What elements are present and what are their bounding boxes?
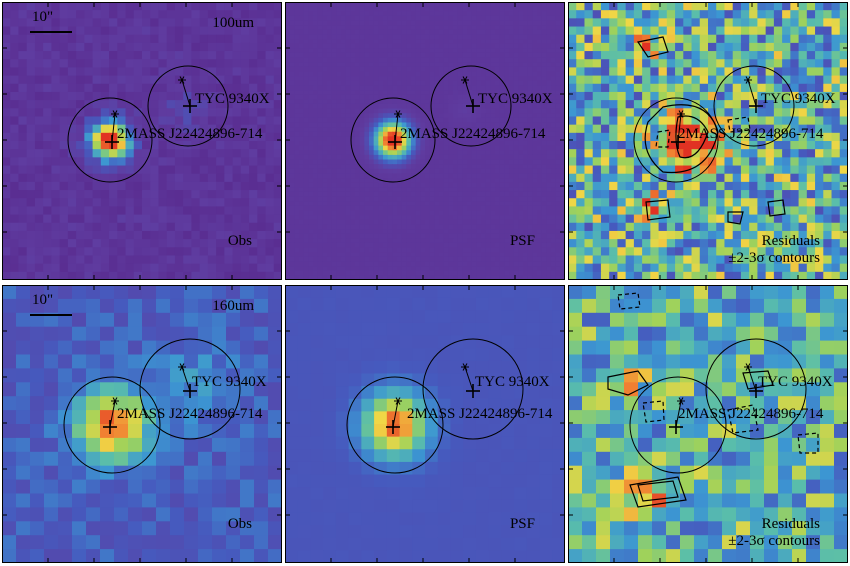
panel-label: Obs — [227, 233, 252, 249]
panel-160um-psf: PSF TYC 9340X 2MASS J22424896-714 — [285, 285, 565, 563]
source-label-secondary: TYC 9340X — [478, 91, 553, 107]
image-100um-residuals — [568, 2, 848, 280]
panel-label: Residuals — [761, 516, 820, 532]
source-label-secondary: TYC 9340X — [192, 374, 267, 390]
image-100um-obs — [2, 2, 282, 280]
panel-label: Obs — [227, 516, 252, 532]
panel-160um-obs: 160um Obs TYC 9340X 2MASS J22424896-714 … — [2, 285, 282, 563]
scale-bar-label: 10" — [32, 292, 54, 308]
scale-bar-label: 10" — [32, 9, 54, 25]
panel-sublabel: ±2-3σ contours — [728, 533, 820, 549]
source-label-secondary: TYC 9340X — [475, 374, 550, 390]
panel-label: Residuals — [761, 233, 820, 249]
source-label-primary: 2MASS J22424896-714 — [678, 126, 824, 142]
source-label-secondary: TYC 9340X — [758, 374, 833, 390]
source-label-primary: 2MASS J22424896-714 — [117, 406, 263, 422]
source-label-primary: 2MASS J22424896-714 — [407, 406, 553, 422]
source-label-primary: 2MASS J22424896-714 — [117, 126, 263, 142]
image-160um-obs — [2, 285, 282, 563]
panel-label: PSF — [509, 233, 535, 249]
band-label: 160um — [212, 298, 254, 314]
panel-100um-obs: 100um Obs TYC 9340X 2MASS J22424896-714 … — [2, 2, 282, 280]
source-label-secondary: TYC 9340X — [761, 91, 836, 107]
source-label-primary: 2MASS J22424896-714 — [678, 406, 824, 422]
panel-100um-psf: PSF TYC 9340X 2MASS J22424896-714 — [285, 2, 565, 280]
source-label-primary: 2MASS J22424896-714 — [400, 126, 546, 142]
panel-sublabel: ±2-3σ contours — [728, 250, 820, 266]
panel-100um-residuals: Residuals ±2-3σ contours TYC 9340X 2MASS… — [568, 2, 848, 280]
source-label-secondary: TYC 9340X — [195, 91, 270, 107]
image-100um-psf — [285, 2, 565, 280]
image-160um-residuals — [568, 285, 848, 563]
band-label: 100um — [212, 15, 254, 31]
panel-label: PSF — [509, 516, 535, 532]
image-160um-psf — [285, 285, 565, 563]
panel-160um-residuals: Residuals ±2-3σ contours TYC 9340X 2MASS… — [568, 285, 848, 563]
